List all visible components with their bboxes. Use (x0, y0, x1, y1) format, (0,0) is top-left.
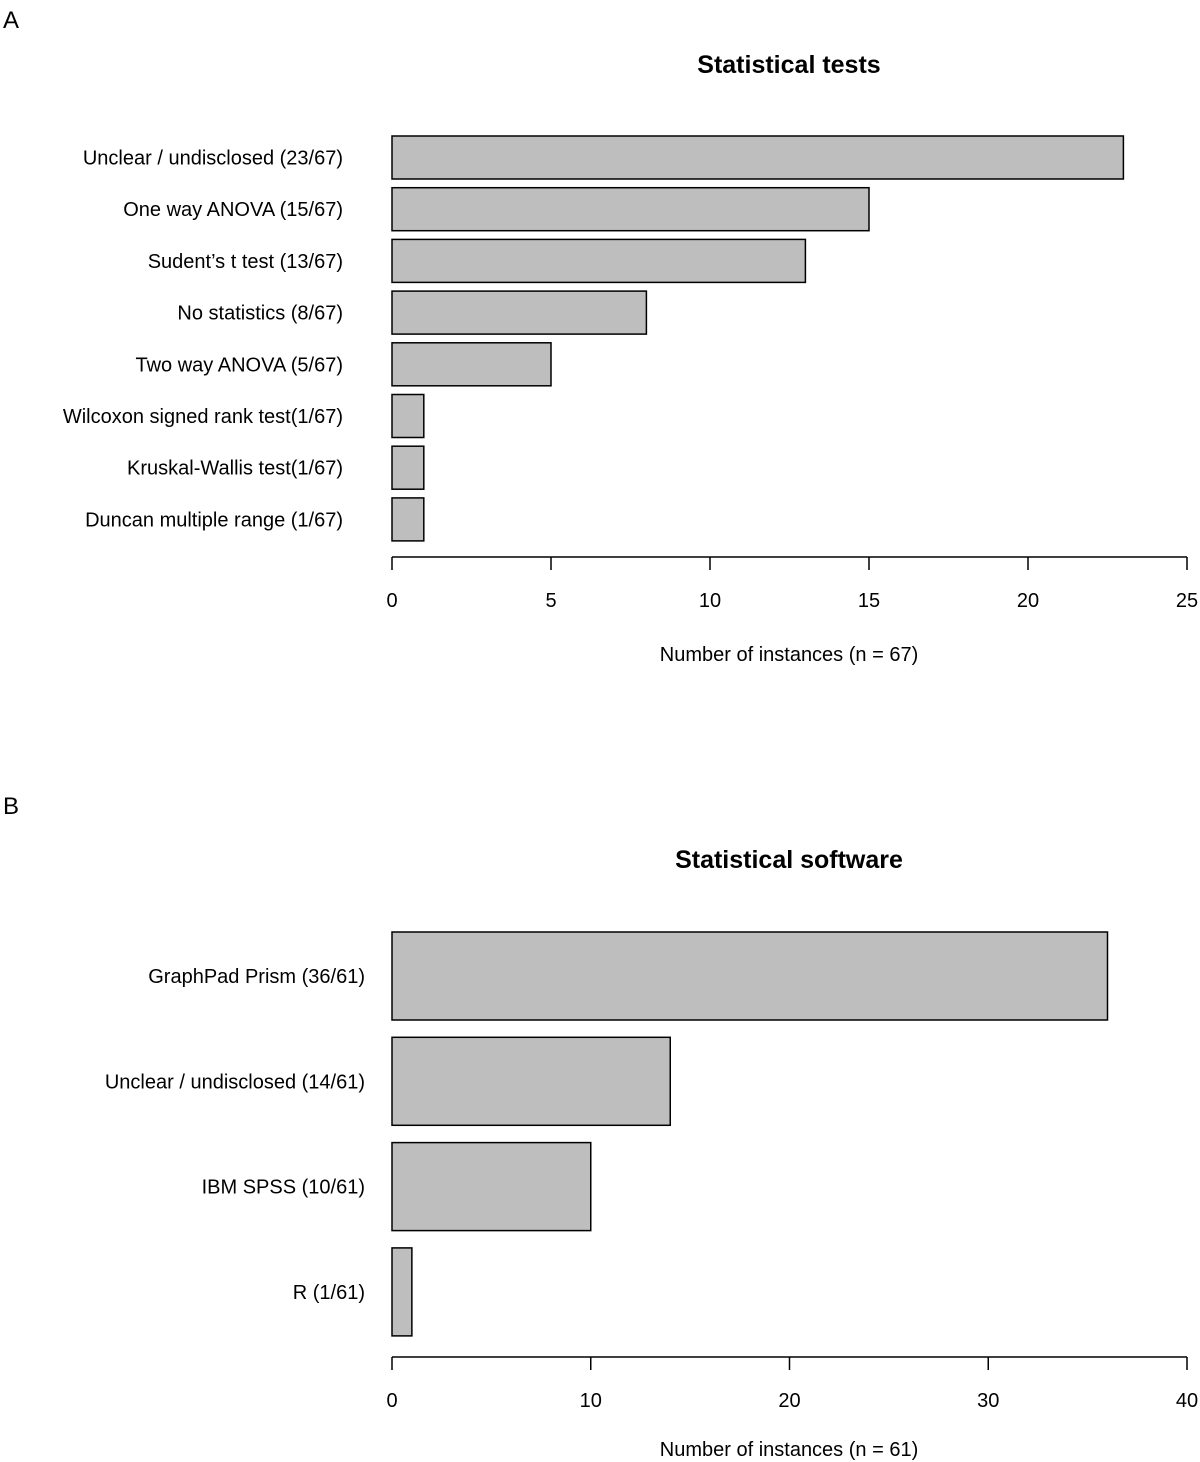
panel-letter-b: B (3, 793, 20, 820)
bar (391, 342, 552, 387)
x-tick-label: 30 (977, 1390, 999, 1412)
x-axis-label: Number of instances (n = 67) (660, 644, 918, 666)
x-tick-label: 10 (580, 1390, 602, 1412)
category-label: GraphPad Prism (36/61) (148, 966, 365, 988)
category-label: Duncan multiple range (1/67) (85, 509, 343, 531)
x-tick-label: 15 (858, 590, 880, 612)
bar (391, 1247, 413, 1337)
x-tick-label: 20 (1017, 590, 1039, 612)
category-label: IBM SPSS (10/61) (202, 1177, 365, 1199)
x-axis-label: Number of instances (n = 61) (660, 1439, 918, 1461)
x-axis: 0 5 10 15 20 25 (386, 556, 1198, 612)
x-tick-label: 5 (545, 590, 556, 612)
bar (391, 497, 425, 542)
chart-title: Statistical software (675, 846, 903, 874)
category-label: Sudent’s t test (13/67) (148, 251, 343, 273)
panel-letter-a: A (3, 7, 20, 34)
bar (391, 1141, 592, 1232)
bar (391, 931, 1109, 1021)
bar (391, 1036, 671, 1127)
category-labels: GraphPad Prism (36/61) Unclear / undisclo… (105, 966, 365, 1304)
x-tick-label: 0 (386, 590, 397, 612)
bars-group (391, 931, 1109, 1337)
bar (391, 290, 648, 335)
statistical-tests-chart: Statistical tests Unclear / undisclosed … (63, 51, 1198, 666)
category-labels: Unclear / undisclosed (23/67) One way ANO… (63, 148, 343, 532)
chart-title: Statistical tests (697, 51, 880, 79)
category-label: One way ANOVA (15/67) (123, 199, 343, 221)
x-tick-label: 25 (1176, 590, 1198, 612)
bars-group (391, 135, 1125, 542)
x-axis: 0 10 20 30 40 (386, 1356, 1198, 1412)
category-label: Unclear / undisclosed (14/61) (105, 1071, 365, 1093)
bar (391, 186, 870, 232)
category-label: Wilcoxon signed rank test(1/67) (63, 406, 343, 428)
category-label: Unclear / undisclosed (23/67) (83, 148, 343, 170)
x-tick-label: 10 (699, 590, 721, 612)
category-label: No statistics (8/67) (177, 303, 343, 325)
category-label: Kruskal-Wallis test(1/67) (127, 458, 343, 480)
bar (391, 445, 425, 490)
category-label: R (1/61) (293, 1282, 365, 1304)
statistical-software-chart: Statistical software GraphPad Prism (36/… (105, 846, 1198, 1461)
bar (391, 238, 807, 284)
bar (391, 135, 1125, 180)
x-tick-label: 20 (778, 1390, 800, 1412)
x-tick-label: 0 (386, 1390, 397, 1412)
bar (391, 393, 425, 439)
category-label: Two way ANOVA (5/67) (136, 354, 344, 376)
x-tick-label: 40 (1176, 1390, 1198, 1412)
